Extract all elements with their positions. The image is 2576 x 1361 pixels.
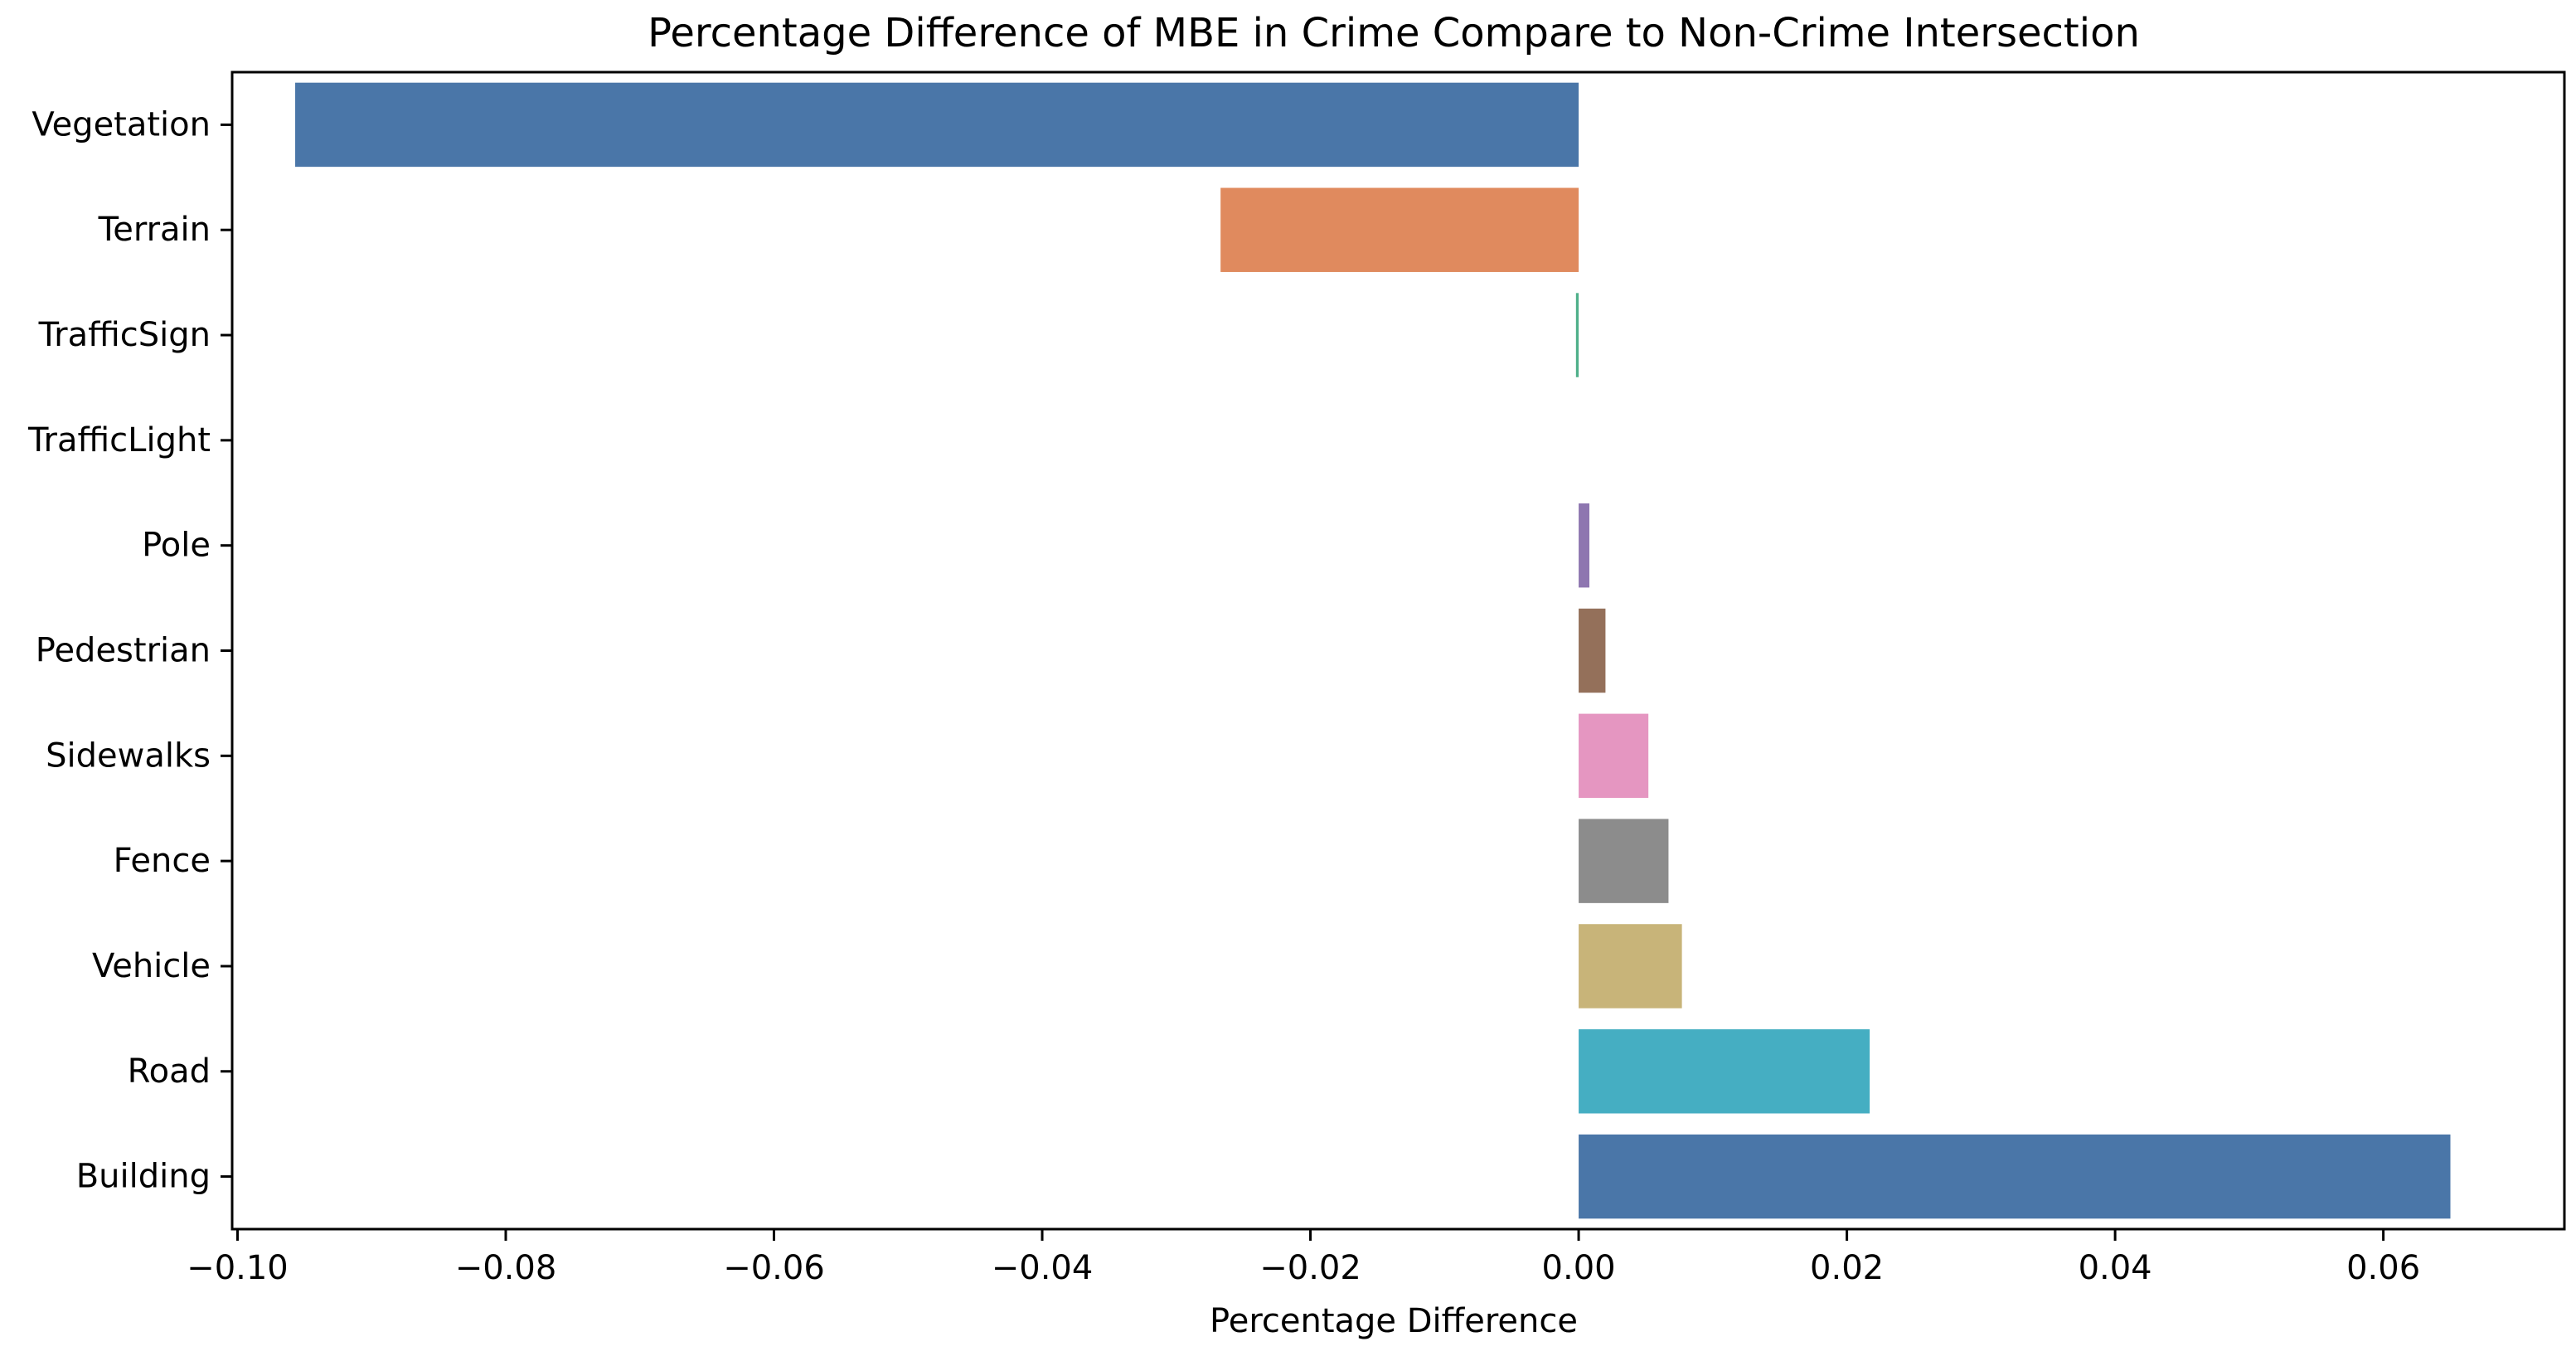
bar-road <box>1579 1029 1870 1114</box>
y-tick-label: TrafficSign <box>38 316 211 354</box>
bar-vegetation <box>295 82 1579 168</box>
y-tick-label: Fence <box>114 842 211 880</box>
x-tick-label: 0.00 <box>1542 1249 1616 1287</box>
y-tick-label: Vegetation <box>32 105 211 143</box>
bar-terrain <box>1220 187 1579 272</box>
x-tick-label: 0.02 <box>1810 1249 1884 1287</box>
x-tick-label: −0.08 <box>455 1249 557 1287</box>
y-tick-label: Pedestrian <box>36 632 211 670</box>
bar-trafficsign <box>1575 293 1579 377</box>
x-axis-label: Percentage Difference <box>1210 1302 1578 1340</box>
bar-vehicle <box>1579 924 1682 1009</box>
x-tick-label: 0.04 <box>2079 1249 2152 1287</box>
bar-fence <box>1579 819 1669 903</box>
y-tick-label: TrafficLight <box>27 421 211 459</box>
x-tick-label: −0.02 <box>1259 1249 1361 1287</box>
bar-sidewalks <box>1579 713 1649 799</box>
y-tick-label: Terrain <box>98 211 211 249</box>
y-tick-label: Building <box>76 1158 211 1196</box>
y-tick-label: Road <box>128 1052 211 1091</box>
x-tick-label: 0.06 <box>2346 1249 2420 1287</box>
x-axis: −0.10 −0.08 −0.06 −0.04 −0.02 0.00 0.02 0.04 0.0… <box>187 1229 2420 1287</box>
y-axis: Vegetation Terrain TrafficSign TrafficLight… <box>27 105 232 1196</box>
bars-group <box>295 82 2451 1219</box>
y-tick-label: Pole <box>142 527 211 565</box>
bar-building <box>1579 1134 2451 1219</box>
y-tick-label: Sidewalks <box>46 736 211 775</box>
bar-pedestrian <box>1579 608 1606 693</box>
bar-pole <box>1579 503 1590 588</box>
chart-title: Percentage Difference of MBE in Crime Co… <box>648 10 2140 56</box>
x-tick-label: −0.06 <box>723 1249 825 1287</box>
x-tick-label: −0.04 <box>992 1249 1094 1287</box>
x-tick-label: −0.10 <box>187 1249 289 1287</box>
y-tick-label: Vehicle <box>92 947 211 985</box>
